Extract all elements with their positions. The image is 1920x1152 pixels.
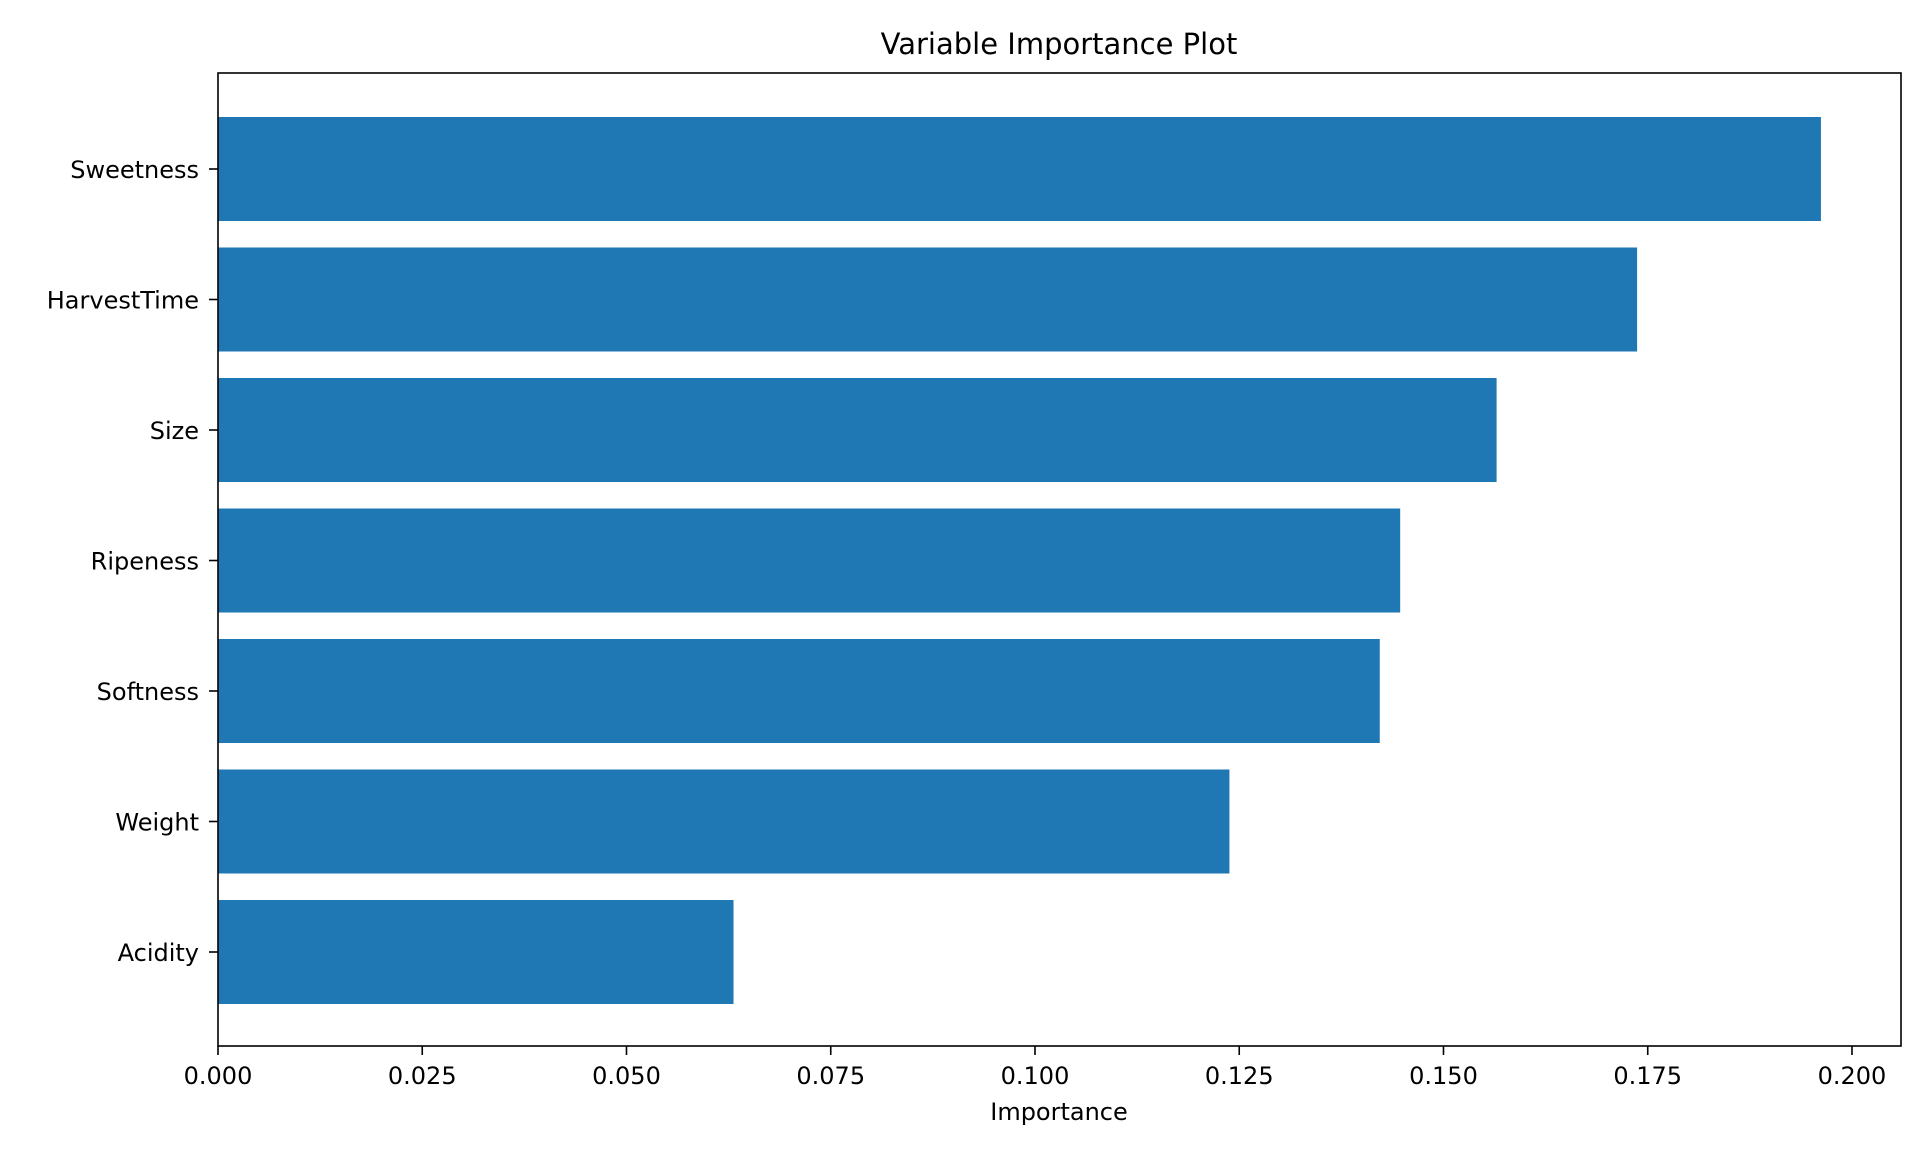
chart-title: Variable Importance Plot [881,27,1238,61]
bars-group [218,117,1821,1004]
plot-frame [217,72,1902,1047]
bar-acidity [218,900,734,1004]
bar-harvesttime [218,247,1638,352]
y-tick-label: Size [150,417,199,445]
y-tick-label: Weight [115,809,199,837]
bar-weight [218,769,1230,874]
x-tick-label: 0.100 [1001,1062,1070,1090]
x-axis-label: Importance [990,1098,1128,1126]
y-tick-label: Acidity [118,939,199,967]
x-tick-label: 0.050 [592,1062,661,1090]
x-tick-label: 0.025 [388,1062,457,1090]
bar-sweetness [218,117,1821,221]
x-axis: 0.000 0.025 0.050 0.075 0.100 0.125 0.150 0.175… [184,1046,1887,1090]
x-tick-label: 0.125 [1205,1062,1274,1090]
x-tick-label: 0.150 [1409,1062,1478,1090]
x-tick-label: 0.175 [1613,1062,1682,1090]
bar-ripeness [218,508,1401,613]
y-tick-label: HarvestTime [47,287,199,315]
y-tick-label: Ripeness [91,548,199,576]
bar-softness [218,639,1380,743]
x-tick-label: 0.200 [1818,1062,1887,1090]
y-axis: Sweetness HarvestTime Size Ripeness Softness… [47,156,218,967]
x-tick-label: 0.000 [184,1062,253,1090]
bar-size [218,378,1497,482]
y-tick-label: Sweetness [70,156,199,184]
y-tick-label: Softness [97,678,199,706]
x-tick-label: 0.075 [796,1062,865,1090]
